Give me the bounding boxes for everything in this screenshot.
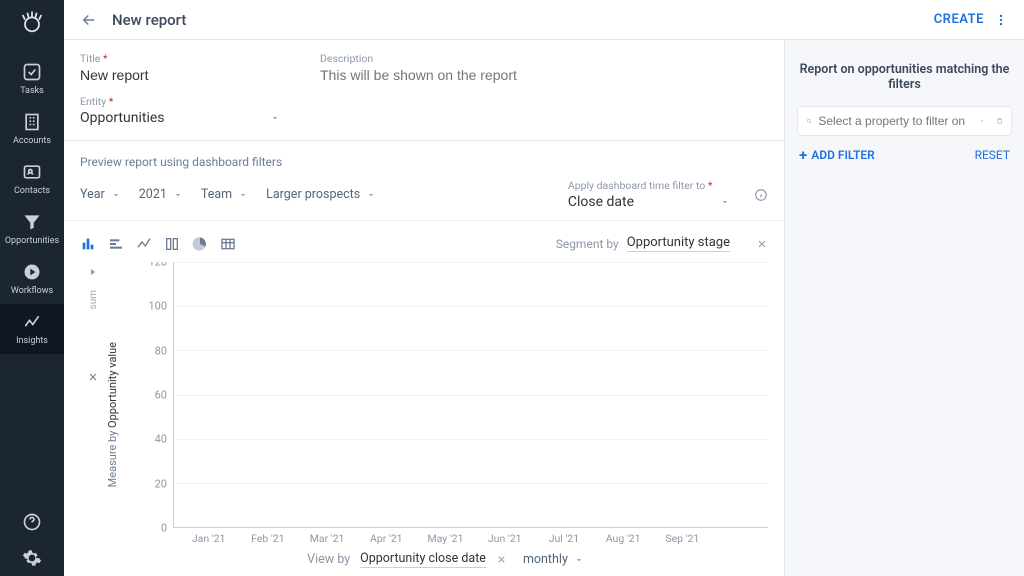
line-chart-icon[interactable] bbox=[136, 236, 152, 252]
team-label: Team bbox=[201, 187, 232, 202]
nav-opportunities[interactable]: Opportunities bbox=[0, 204, 64, 254]
chevron-down-icon bbox=[270, 113, 280, 123]
nav-settings[interactable] bbox=[0, 540, 64, 576]
entity-label: Entity * bbox=[80, 95, 280, 108]
search-icon bbox=[806, 114, 812, 128]
funnel-icon bbox=[22, 212, 42, 232]
nav-insights-label: Insights bbox=[16, 336, 48, 346]
column-chart-icon[interactable] bbox=[164, 236, 180, 252]
gear-icon bbox=[22, 548, 42, 568]
close-icon[interactable] bbox=[87, 371, 99, 383]
segment-label: Segment by bbox=[556, 237, 619, 251]
page-header: New report CREATE bbox=[64, 0, 1024, 40]
chevron-down-icon bbox=[366, 190, 376, 200]
trash-icon[interactable] bbox=[996, 113, 1003, 129]
chart-grid bbox=[173, 262, 768, 528]
nav-opportunities-label: Opportunities bbox=[5, 236, 59, 246]
description-label: Description bbox=[320, 52, 580, 65]
apply-filter-select[interactable]: Close date bbox=[568, 194, 730, 210]
year-label: Year bbox=[80, 187, 105, 202]
close-icon[interactable] bbox=[496, 554, 507, 565]
insights-icon bbox=[22, 312, 42, 332]
chevron-down-icon bbox=[238, 190, 248, 200]
hbar-chart-icon[interactable] bbox=[108, 236, 124, 252]
nav-workflows-label: Workflows bbox=[11, 286, 53, 296]
x-axis-labels: Jan '21Feb '21Mar '21Apr '21May '21Jun '… bbox=[123, 528, 768, 545]
pie-chart-icon[interactable] bbox=[192, 236, 208, 252]
granularity-value: monthly bbox=[523, 552, 568, 567]
info-icon[interactable] bbox=[754, 188, 768, 202]
nav-accounts-label: Accounts bbox=[13, 136, 51, 146]
agg-label: sum bbox=[88, 290, 99, 309]
nav-tasks-label: Tasks bbox=[20, 86, 44, 96]
contact-icon bbox=[22, 162, 42, 182]
check-square-icon bbox=[22, 62, 42, 82]
preview-header: Preview report using dashboard filters bbox=[64, 141, 784, 175]
granularity-select[interactable]: monthly bbox=[523, 552, 584, 567]
add-filter-button[interactable]: + ADD FILTER bbox=[799, 148, 875, 162]
nav-contacts[interactable]: Contacts bbox=[0, 154, 64, 204]
nav-insights[interactable]: Insights bbox=[0, 304, 64, 354]
chevron-down-icon bbox=[574, 555, 584, 565]
year-value: 2021 bbox=[139, 187, 167, 202]
nav-accounts[interactable]: Accounts bbox=[0, 104, 64, 154]
chevron-down-icon bbox=[720, 197, 730, 207]
more-vert-icon[interactable] bbox=[994, 13, 1008, 27]
title-label: Title * bbox=[80, 52, 280, 65]
description-input[interactable] bbox=[320, 67, 580, 83]
nav-tasks[interactable]: Tasks bbox=[0, 54, 64, 104]
measure-label: Measure by Opportunity value bbox=[106, 342, 119, 487]
page-title: New report bbox=[112, 11, 186, 29]
left-nav: Tasks Accounts Contacts Opportunities Wo… bbox=[0, 0, 64, 576]
table-chart-icon[interactable] bbox=[220, 236, 236, 252]
viewby-label: View by bbox=[307, 552, 350, 567]
apply-value: Close date bbox=[568, 194, 634, 210]
close-icon[interactable] bbox=[756, 238, 768, 250]
filter-property-row bbox=[797, 106, 1012, 136]
play-circle-icon bbox=[22, 262, 42, 282]
year-select[interactable]: Year bbox=[80, 187, 121, 202]
help-icon bbox=[22, 512, 42, 532]
entity-select[interactable]: Opportunities bbox=[80, 110, 280, 126]
building-icon bbox=[22, 112, 42, 132]
collapse-right-icon[interactable] bbox=[87, 266, 99, 278]
filter-panel: Report on opportunities matching the fil… bbox=[784, 40, 1024, 576]
bar-chart-icon[interactable] bbox=[80, 236, 96, 252]
title-input[interactable] bbox=[80, 67, 280, 83]
nav-workflows[interactable]: Workflows bbox=[0, 254, 64, 304]
segment-value[interactable]: Opportunity stage bbox=[627, 235, 730, 252]
chevron-down-icon bbox=[173, 190, 183, 200]
create-button[interactable]: CREATE bbox=[934, 12, 984, 27]
chevron-down-icon bbox=[111, 190, 121, 200]
filter-property-input[interactable] bbox=[818, 114, 973, 128]
team-select[interactable]: Team bbox=[201, 187, 248, 202]
y-axis-ticks: 020406080100120 bbox=[123, 262, 173, 528]
filter-panel-header: Report on opportunities matching the fil… bbox=[785, 40, 1024, 106]
team-value: Larger prospects bbox=[266, 187, 360, 202]
viewby-value[interactable]: Opportunity close date bbox=[360, 551, 486, 568]
app-logo bbox=[18, 8, 46, 36]
team-value-select[interactable]: Larger prospects bbox=[266, 187, 376, 202]
nav-contacts-label: Contacts bbox=[14, 186, 50, 196]
back-arrow-icon[interactable] bbox=[80, 11, 98, 29]
chevron-down-icon[interactable] bbox=[979, 114, 985, 128]
nav-help[interactable] bbox=[0, 504, 64, 540]
reset-filter-button[interactable]: RESET bbox=[975, 148, 1010, 162]
add-filter-label: ADD FILTER bbox=[811, 148, 875, 162]
entity-value: Opportunities bbox=[80, 110, 165, 126]
year-value-select[interactable]: 2021 bbox=[139, 187, 183, 202]
chart-type-toolbar: Segment by Opportunity stage bbox=[80, 235, 768, 252]
apply-filter-label: Apply dashboard time filter to * bbox=[568, 179, 730, 192]
main-area: New report CREATE Title * Description bbox=[64, 0, 1024, 576]
